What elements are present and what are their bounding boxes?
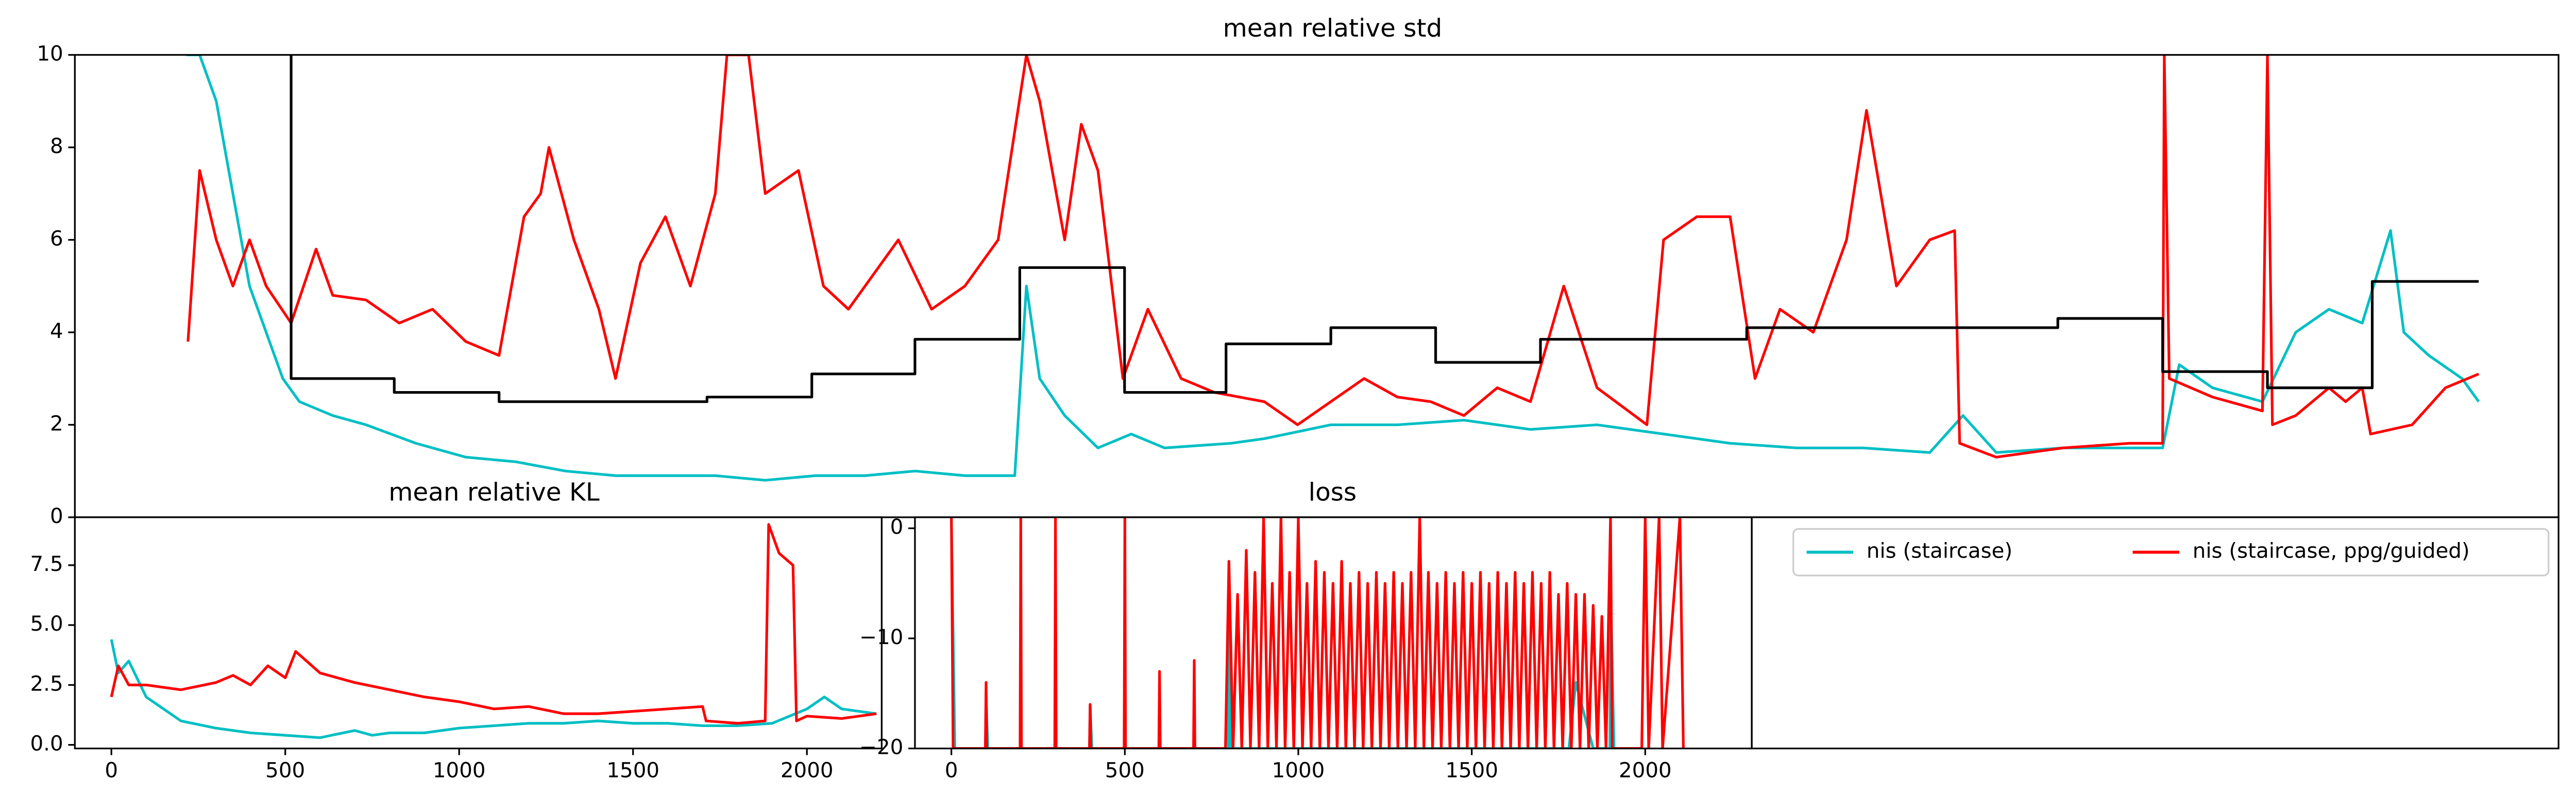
plot-area <box>110 523 877 739</box>
chart-title: loss <box>1309 478 1357 507</box>
y-tick-label: 5.0 <box>30 612 63 636</box>
axes-frame <box>74 516 883 750</box>
series-line <box>110 639 877 739</box>
y-tick-label: 0.0 <box>30 732 63 756</box>
x-tick-label: 0 <box>105 758 118 783</box>
series-line <box>187 55 2480 459</box>
x-tick-label: 2000 <box>781 758 834 783</box>
series-line <box>110 523 877 725</box>
y-tick-label: 0 <box>50 504 63 528</box>
axes-frame <box>74 54 2560 518</box>
y-tick-label: 8 <box>50 134 63 158</box>
plot-area <box>186 55 2480 482</box>
x-tick-label: 1000 <box>1272 758 1325 783</box>
y-tick-label: 0 <box>890 515 904 539</box>
y-tick-label: 2 <box>50 411 63 435</box>
x-tick-label: 0 <box>945 758 958 783</box>
series-line <box>186 55 2480 482</box>
series-line <box>950 517 1685 749</box>
series-line <box>290 55 2479 403</box>
y-tick-label: 2.5 <box>30 671 63 696</box>
x-tick-label: 500 <box>1105 758 1145 783</box>
chart-title: mean relative KL <box>388 478 599 507</box>
legend-label: nis (staircase, ppg/guided) <box>2193 539 2470 563</box>
axes-frame <box>1751 516 2560 750</box>
y-tick-label: 4 <box>50 319 63 343</box>
plot-area <box>950 517 1685 749</box>
chart-title: mean relative std <box>1223 14 1443 43</box>
x-tick-label: 500 <box>265 758 305 783</box>
x-tick-label: 1500 <box>606 758 659 783</box>
y-tick-label: 6 <box>50 226 63 250</box>
x-tick-label: 1000 <box>433 758 486 783</box>
legend-label: nis (staircase) <box>1867 539 2012 563</box>
y-tick-label: 10 <box>37 42 63 66</box>
y-tick-label: 7.5 <box>30 552 63 576</box>
x-tick-label: 1500 <box>1445 758 1498 783</box>
x-tick-label: 2000 <box>1619 758 1672 783</box>
